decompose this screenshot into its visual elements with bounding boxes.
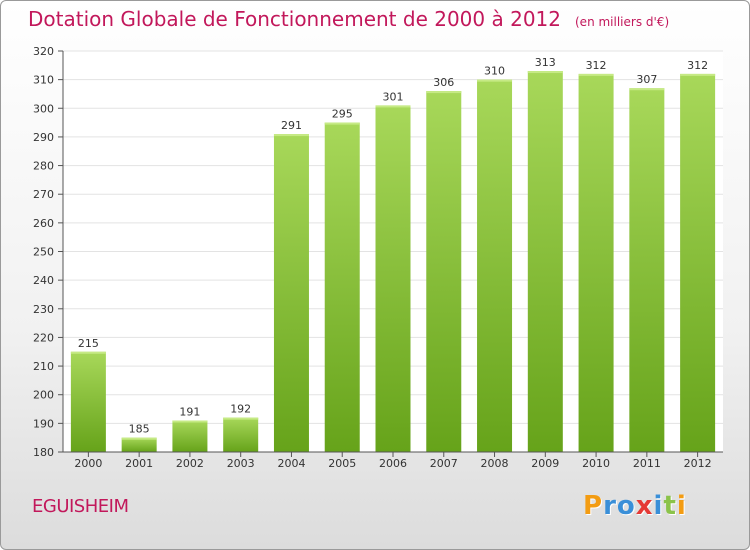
bar-highlight bbox=[629, 88, 665, 91]
data-label: 185 bbox=[129, 423, 150, 436]
logo-letter: P bbox=[583, 491, 604, 521]
y-tick-label: 300 bbox=[33, 102, 54, 115]
y-tick-label: 250 bbox=[33, 246, 54, 259]
bar bbox=[172, 420, 208, 452]
bar-highlight bbox=[324, 122, 360, 125]
logo-letter: x bbox=[635, 491, 654, 521]
logo-letter: i bbox=[653, 491, 664, 521]
bar-highlight bbox=[70, 351, 106, 354]
bar bbox=[426, 91, 462, 452]
bar bbox=[680, 73, 716, 453]
y-tick-label: 210 bbox=[33, 360, 54, 373]
bar-highlight bbox=[527, 71, 563, 74]
y-tick-label: 290 bbox=[33, 131, 54, 144]
y-tick-label: 270 bbox=[33, 188, 54, 201]
bar bbox=[375, 105, 411, 453]
x-tick-label: 2009 bbox=[531, 457, 559, 470]
bar-highlight bbox=[223, 417, 259, 420]
bar bbox=[273, 134, 309, 453]
x-tick-label: 2010 bbox=[582, 457, 610, 470]
data-label: 291 bbox=[281, 119, 302, 132]
data-label: 307 bbox=[636, 73, 657, 86]
bar-highlight bbox=[578, 73, 614, 76]
bar-highlight bbox=[121, 437, 157, 440]
y-tick-label: 310 bbox=[33, 74, 54, 87]
logo-letter: i bbox=[676, 491, 687, 521]
x-tick-label: 2002 bbox=[176, 457, 204, 470]
data-label: 312 bbox=[586, 59, 607, 72]
x-tick-label: 2000 bbox=[74, 457, 102, 470]
logo-letter: t bbox=[663, 491, 677, 521]
bar bbox=[223, 417, 259, 452]
x-tick-label: 2005 bbox=[328, 457, 356, 470]
bar-highlight bbox=[375, 105, 411, 108]
y-tick-label: 260 bbox=[33, 217, 54, 230]
proxiti-logo[interactable]: Proxiti bbox=[583, 491, 687, 521]
y-tick-label: 190 bbox=[33, 417, 54, 430]
bar bbox=[324, 122, 360, 452]
logo-letter: r bbox=[603, 491, 617, 521]
bar-highlight bbox=[680, 73, 716, 76]
data-label: 191 bbox=[179, 405, 200, 418]
bar bbox=[121, 437, 157, 452]
y-tick-label: 180 bbox=[33, 446, 54, 459]
x-tick-label: 2012 bbox=[684, 457, 712, 470]
y-tick-label: 240 bbox=[33, 274, 54, 287]
data-label: 192 bbox=[230, 403, 251, 416]
bar bbox=[527, 71, 563, 453]
data-label: 301 bbox=[383, 90, 404, 103]
data-label: 313 bbox=[535, 56, 556, 69]
x-tick-label: 2008 bbox=[481, 457, 509, 470]
y-tick-label: 320 bbox=[33, 45, 54, 58]
data-label: 295 bbox=[332, 108, 353, 121]
data-label: 215 bbox=[78, 337, 99, 350]
x-tick-label: 2001 bbox=[125, 457, 153, 470]
bar bbox=[578, 73, 614, 453]
y-tick-label: 280 bbox=[33, 160, 54, 173]
x-tick-label: 2004 bbox=[277, 457, 305, 470]
commune-name: EGUISHEIM bbox=[32, 496, 129, 517]
x-tick-label: 2011 bbox=[633, 457, 661, 470]
x-tick-label: 2006 bbox=[379, 457, 407, 470]
bar-highlight bbox=[172, 420, 208, 423]
logo-letter: o bbox=[616, 491, 636, 521]
bar-highlight bbox=[477, 79, 513, 82]
bar bbox=[70, 351, 106, 452]
chart-subtitle: (en milliers d'€) bbox=[575, 15, 670, 29]
bar-highlight bbox=[426, 91, 462, 94]
data-label: 306 bbox=[433, 76, 454, 89]
data-label: 312 bbox=[687, 59, 708, 72]
bar-highlight bbox=[273, 134, 309, 137]
y-tick-label: 230 bbox=[33, 303, 54, 316]
title-row: Dotation Globale de Fonctionnement de 20… bbox=[28, 7, 669, 31]
y-tick-label: 200 bbox=[33, 389, 54, 402]
chart-title: Dotation Globale de Fonctionnement de 20… bbox=[28, 7, 561, 31]
data-label: 310 bbox=[484, 65, 505, 78]
x-tick-label: 2003 bbox=[227, 457, 255, 470]
bar bbox=[629, 88, 665, 452]
bar bbox=[477, 79, 513, 453]
x-tick-label: 2007 bbox=[430, 457, 458, 470]
y-tick-label: 220 bbox=[33, 331, 54, 344]
